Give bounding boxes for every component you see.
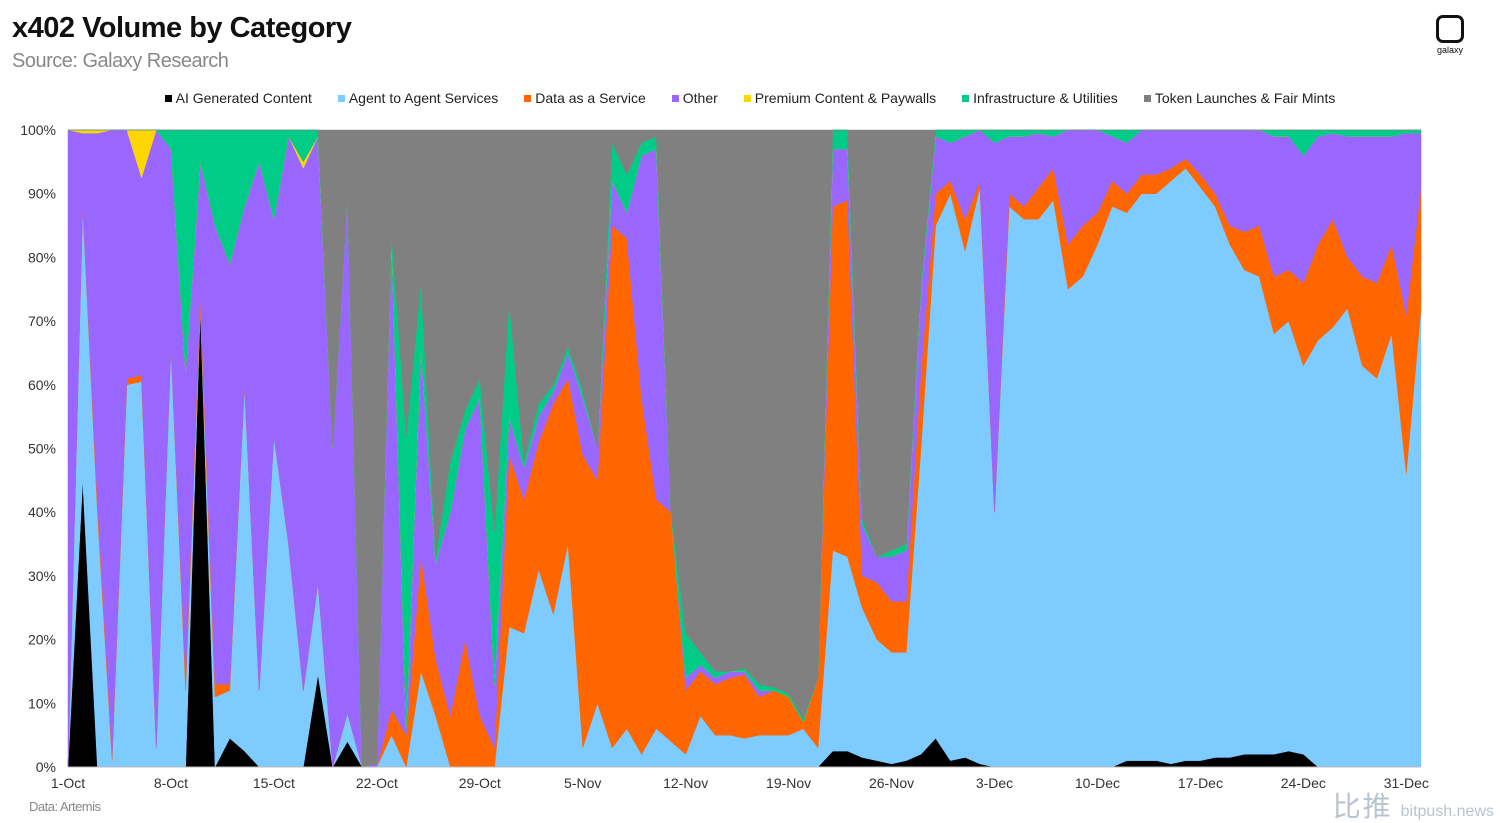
legend-item-agent-to-agent-services: Agent to Agent Services: [337, 90, 499, 106]
legend-swatch: [164, 94, 172, 102]
chart-title: x402 Volume by Category: [12, 12, 352, 44]
bitpush-watermark: 比推 bitpush.news: [1333, 793, 1494, 821]
watermark-en: bitpush.news: [1400, 803, 1494, 820]
watermark-cn: 比推: [1332, 791, 1393, 822]
galaxy-logo-text: galaxy: [1436, 45, 1463, 55]
x-tick-label: 31-Dec: [1384, 775, 1429, 791]
y-tick-label: 10%: [28, 695, 56, 711]
legend-swatch: [1143, 94, 1151, 102]
y-tick-label: 40%: [28, 504, 56, 520]
x-tick-label: 19-Nov: [766, 775, 811, 791]
legend-item-ai-generated-content: AI Generated Content: [164, 90, 312, 106]
legend-swatch: [743, 94, 751, 102]
legend-item-infrastructure-utilities: Infrastructure & Utilities: [962, 90, 1118, 106]
galaxy-logo-icon: [1436, 15, 1464, 43]
legend-swatch: [337, 94, 345, 102]
legend-item-other: Other: [671, 90, 718, 106]
data-source: Data: Artemis: [29, 799, 101, 814]
y-tick-label: 20%: [28, 632, 56, 648]
y-tick-label: 50%: [28, 441, 56, 457]
x-tick-label: 3-Dec: [976, 775, 1013, 791]
legend-label: Other: [682, 90, 718, 106]
legend-label: Agent to Agent Services: [348, 90, 499, 106]
x-tick-label: 8-Oct: [154, 775, 188, 791]
legend-item-data-as-a-service: Data as a Service: [524, 90, 646, 106]
legend-label: AI Generated Content: [175, 90, 312, 106]
legend-item-token-launches-fair-mints: Token Launches & Fair Mints: [1143, 90, 1336, 106]
legend-label: Infrastructure & Utilities: [973, 90, 1118, 106]
legend-swatch: [671, 94, 679, 102]
galaxy-logo: galaxy: [1428, 15, 1472, 55]
y-tick-label: 30%: [28, 568, 56, 584]
legend-swatch: [962, 94, 970, 102]
area-token-launches-fair-mints: [68, 129, 1421, 768]
x-tick-label: 1-Oct: [51, 775, 85, 791]
y-tick-label: 70%: [28, 313, 56, 329]
legend-swatch: [524, 94, 532, 102]
legend-label: Premium Content & Paywalls: [754, 90, 937, 106]
x-tick-label: 5-Nov: [564, 775, 601, 791]
legend-item-premium-content-paywalls: Premium Content & Paywalls: [743, 90, 937, 106]
chart-subtitle: Source: Galaxy Research: [12, 50, 229, 72]
x-tick-label: 26-Nov: [869, 775, 914, 791]
x-tick-label: 22-Oct: [356, 775, 398, 791]
y-tick-label: 90%: [28, 186, 56, 202]
x-tick-label: 12-Nov: [663, 775, 708, 791]
legend-label: Token Launches & Fair Mints: [1154, 90, 1336, 106]
x-tick-label: 24-Dec: [1281, 775, 1326, 791]
legend-label: Data as a Service: [535, 90, 646, 106]
y-tick-label: 0%: [36, 759, 56, 775]
legend: AI Generated Content Agent to Agent Servi…: [0, 90, 1500, 106]
x-tick-label: 10-Dec: [1075, 775, 1120, 791]
x-tick-label: 29-Oct: [459, 775, 501, 791]
y-tick-label: 60%: [28, 377, 56, 393]
y-tick-label: 80%: [28, 249, 56, 265]
y-tick-label: 100%: [20, 122, 56, 138]
x-tick-label: 17-Dec: [1178, 775, 1223, 791]
x-tick-label: 15-Oct: [253, 775, 295, 791]
